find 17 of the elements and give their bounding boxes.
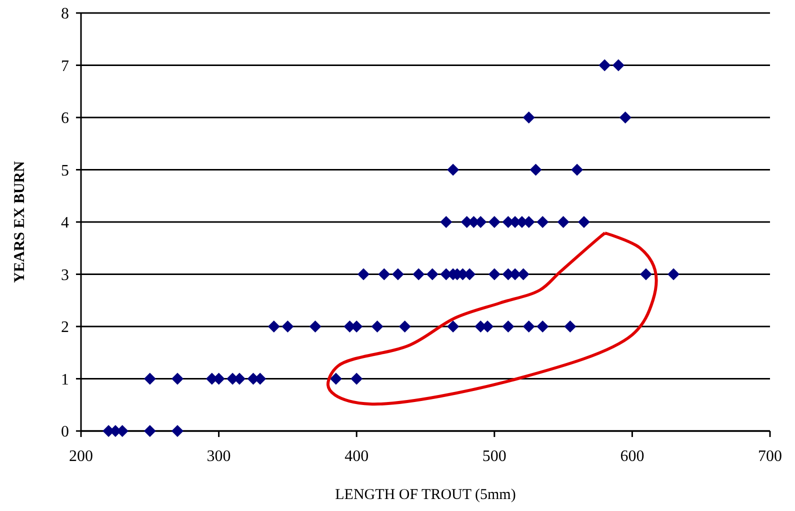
y-tick-label: 3: [61, 266, 69, 284]
y-axis-title: YEARS EX BURN: [12, 160, 28, 283]
x-tick-label: 200: [69, 448, 93, 465]
x-tick-label: 300: [206, 448, 231, 465]
x-axis-title: LENGTH OF TROUT (5mm): [335, 487, 516, 503]
y-tick-label: 2: [61, 319, 69, 336]
y-tick-label: 1: [61, 371, 69, 388]
y-tick-label: 8: [61, 6, 69, 23]
y-tick-label: 4: [61, 214, 69, 232]
y-tick-label: 5: [61, 162, 69, 180]
y-tick-label: 6: [61, 110, 69, 128]
x-tick-label: 400: [344, 448, 369, 465]
x-tick-label: 600: [620, 448, 644, 465]
x-tick-label: 500: [482, 448, 506, 465]
y-tick-label: 7: [61, 58, 69, 75]
y-tick-label: 0: [61, 424, 69, 441]
x-tick-label: 700: [758, 448, 782, 465]
